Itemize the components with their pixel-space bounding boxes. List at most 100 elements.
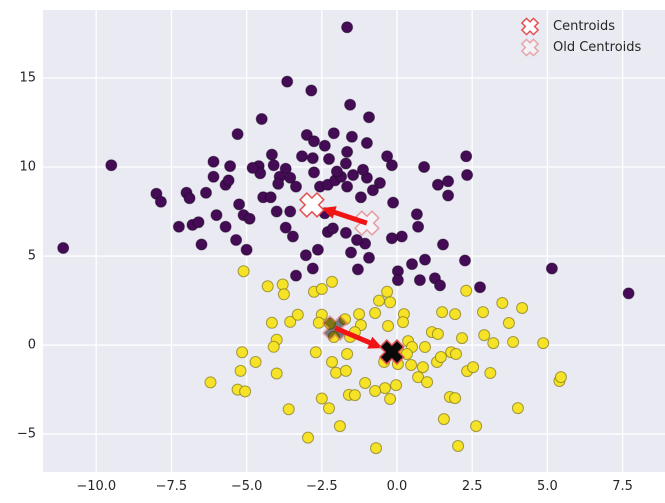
x-tick-label: −7.5: [155, 479, 188, 494]
data-point: [315, 392, 328, 405]
data-point: [210, 209, 223, 222]
data-point: [237, 265, 250, 278]
data-point: [348, 389, 361, 402]
centroid-marker: [378, 339, 405, 365]
data-point: [390, 379, 403, 392]
legend: Centroids Old Centroids: [519, 17, 641, 57]
data-point: [305, 84, 318, 97]
data-point: [412, 220, 425, 233]
x-tick-label: 7.5: [612, 479, 633, 494]
data-point: [222, 174, 235, 187]
data-point: [384, 296, 397, 309]
data-point: [431, 178, 444, 191]
data-point: [276, 278, 289, 291]
data-point: [326, 275, 338, 288]
data-point: [339, 364, 352, 377]
data-point: [478, 329, 491, 342]
data-point: [233, 198, 246, 211]
data-point: [385, 232, 398, 245]
data-point: [299, 249, 312, 262]
data-point: [231, 128, 244, 141]
data-point: [431, 328, 444, 340]
data-point: [291, 308, 304, 321]
data-point: [284, 315, 297, 328]
y-tick-label: 5: [27, 248, 36, 264]
data-point: [296, 150, 308, 163]
legend-label-old-centroids: Old Centroids: [553, 40, 642, 55]
data-point: [327, 127, 340, 140]
plot-svg: [43, 10, 665, 472]
data-point: [391, 274, 404, 287]
data-point: [339, 157, 352, 170]
data-point: [369, 385, 382, 397]
y-tick-label: 15: [19, 70, 36, 86]
data-point: [277, 288, 290, 301]
data-point: [460, 150, 473, 163]
data-point: [290, 180, 302, 193]
data-point: [344, 98, 357, 111]
data-point: [200, 186, 212, 199]
data-point: [359, 377, 372, 389]
series-cluster-0-purple: [57, 21, 635, 300]
data-point: [470, 420, 483, 433]
data-point: [347, 169, 360, 181]
data-point: [311, 243, 324, 256]
data-point: [360, 137, 373, 149]
data-point: [419, 253, 431, 266]
data-point: [264, 191, 277, 204]
data-point: [339, 226, 352, 239]
data-point: [379, 382, 391, 395]
data-point: [442, 189, 455, 202]
data-point: [416, 361, 429, 374]
data-point: [341, 348, 354, 360]
data-point: [234, 364, 247, 377]
data-point: [370, 442, 382, 455]
data-point: [333, 420, 346, 433]
data-point: [382, 320, 394, 332]
data-point: [261, 280, 274, 293]
data-point: [381, 285, 394, 298]
data-point: [341, 145, 354, 158]
data-point: [105, 159, 118, 172]
legend-row-old-centroids: Old Centroids: [519, 38, 641, 57]
data-point: [308, 135, 320, 148]
data-point: [267, 159, 280, 172]
data-point: [219, 220, 232, 233]
data-point: [326, 222, 339, 235]
plot-area: [43, 10, 665, 472]
data-point: [474, 281, 486, 294]
x-tick-label: 0.0: [386, 479, 408, 494]
x-tick-label: −10.0: [76, 479, 117, 494]
old-centroids-x-marker-icon: [520, 38, 540, 57]
data-point: [484, 367, 497, 379]
data-point: [461, 169, 474, 181]
data-point: [369, 307, 382, 319]
data-point: [240, 243, 253, 256]
data-point: [366, 184, 379, 197]
data-point: [345, 130, 358, 143]
x-tick-label: −5.0: [230, 479, 263, 494]
data-point: [406, 258, 418, 271]
data-point: [272, 177, 285, 190]
data-point: [459, 254, 471, 267]
data-point: [460, 284, 473, 297]
legend-label-centroids: Centroids: [553, 19, 616, 34]
data-point: [255, 113, 268, 125]
data-point: [254, 167, 267, 180]
data-point: [456, 332, 468, 345]
data-point: [450, 348, 462, 360]
data-point: [230, 234, 243, 246]
data-point: [306, 262, 319, 275]
data-point: [246, 161, 259, 174]
data-point: [537, 337, 550, 350]
data-point: [437, 413, 450, 426]
data-point: [265, 148, 278, 161]
data-point: [554, 371, 567, 384]
data-point: [452, 440, 465, 452]
data-point: [405, 359, 418, 371]
centroid-move-arrow: [332, 209, 368, 226]
y-tick-label: 0: [27, 337, 36, 353]
data-point: [323, 402, 335, 415]
data-point: [387, 196, 400, 209]
data-point: [502, 317, 515, 329]
